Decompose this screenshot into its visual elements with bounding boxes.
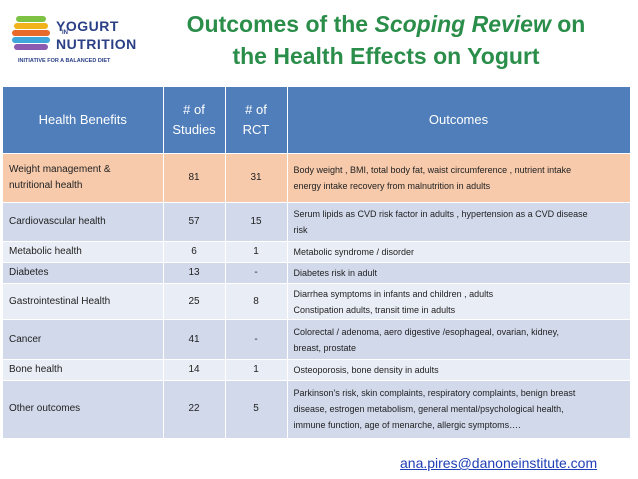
- outcome-line: breast, prostate: [293, 342, 357, 353]
- yogurt-stack-icon: [12, 16, 50, 50]
- table-row: Bone health 14 1 Osteoporosis, bone density…: [3, 359, 631, 381]
- outcomes-cell: Osteoporosis, bone density in adults: [287, 359, 631, 381]
- title-emphasis: Scoping Review: [374, 11, 551, 37]
- rct-cell: 15: [225, 202, 288, 242]
- studies-cell: 22: [163, 380, 226, 438]
- outcomes-cell: Diarrhea symptoms in infants and childre…: [287, 283, 631, 320]
- studies-cell: 81: [163, 153, 226, 203]
- outcomes-cell: Serum lipids as CVD risk factor in adult…: [287, 202, 631, 242]
- outcome-line: risk: [293, 225, 308, 235]
- outcomes-cell: Metabolic syndrome / disorder: [287, 241, 631, 263]
- logo-line-1: YOGURT: [56, 18, 119, 34]
- outcome-line: Diabetes risk in adult: [293, 268, 378, 278]
- outcome-line: Osteoporosis, bone density in adults: [293, 365, 439, 375]
- contact-email-link[interactable]: ana.pires@danoneinstitute.com: [400, 455, 598, 471]
- benefit-cell: Weight management & nutritional health: [3, 153, 164, 203]
- studies-cell: 25: [163, 283, 226, 320]
- table-header-row: Health Benefits # of Studies # of RCT Outc…: [3, 87, 631, 154]
- benefit-cell: Bone health: [3, 359, 164, 381]
- outcome-line: Diarrhea symptoms in infants and childre…: [293, 288, 494, 299]
- benefit-cell: Metabolic health: [3, 241, 164, 263]
- table-row: Other outcomes 22 5 Parkinson's risk, skin …: [3, 380, 631, 438]
- logo-line-2: IN: [62, 30, 68, 36]
- rct-cell: 1: [225, 359, 288, 381]
- benefit-cell: Cancer: [3, 319, 164, 360]
- outcomes-cell: Colorectal / adenoma, aero digestive /es…: [287, 319, 631, 360]
- studies-cell: 41: [163, 319, 226, 360]
- table-row: Weight management & nutritional health 81…: [3, 153, 631, 203]
- rct-cell: 5: [225, 380, 288, 438]
- benefit-cell: Cardiovascular health: [3, 202, 164, 242]
- rct-cell: 31: [225, 153, 288, 203]
- logo-line-3: NUTRITION: [56, 36, 137, 52]
- outcomes-cell: Diabetes risk in adult: [287, 262, 631, 284]
- studies-cell: 57: [163, 202, 226, 242]
- outcome-line: disease, estrogen metabolism, general me…: [293, 404, 564, 415]
- table-row: Cancer 41- Colorectal / adenoma, aero dige…: [3, 319, 631, 360]
- header-rct: # of RCT: [225, 87, 288, 154]
- studies-cell: 6: [163, 241, 226, 263]
- title-line-2: the Health Effects on Yogurt: [232, 43, 540, 69]
- rct-cell: 1: [225, 241, 288, 263]
- outcomes-cell: Body weight , BMI, total body fat, waist…: [287, 153, 631, 203]
- benefit-cell: Gastrointestinal Health: [3, 283, 164, 320]
- logo-tagline: INITIATIVE FOR A BALANCED DIET: [18, 58, 111, 64]
- benefit-cell: Diabetes: [3, 262, 164, 284]
- table-row: Diabetes 13- Diabetes risk in adult: [3, 262, 631, 284]
- outcomes-table: Health Benefits # of Studies # of RCT Outc…: [3, 87, 631, 438]
- benefit-cell: Other outcomes: [3, 380, 164, 438]
- header-outcomes: Outcomes: [287, 87, 631, 154]
- header-studies: # of Studies: [163, 87, 226, 154]
- outcome-line: Parkinson's risk, skin complaints, respi…: [293, 388, 576, 399]
- table-row: Cardiovascular health 57 15 Serum lipids as…: [3, 202, 631, 242]
- outcome-line: Serum lipids as CVD risk factor in adult…: [293, 209, 588, 219]
- table-row: Metabolic health 6 1 Metabolic syndrome / d…: [3, 241, 631, 263]
- title-suffix: on: [550, 11, 586, 37]
- studies-cell: 14: [163, 359, 226, 381]
- outcomes-cell: Parkinson's risk, skin complaints, respi…: [287, 380, 631, 438]
- outcome-line: Body weight , BMI, total body fat, waist…: [293, 165, 572, 175]
- rct-cell: -: [225, 319, 288, 360]
- header-health-benefits: Health Benefits: [3, 87, 164, 154]
- outcome-line: Metabolic syndrome / disorder: [293, 247, 415, 257]
- studies-cell: 13: [163, 262, 226, 284]
- table-row: Gastrointestinal Health 25 8 Diarrhea sympt…: [3, 283, 631, 320]
- outcome-line: Constipation adults, transit time in adu…: [293, 304, 456, 315]
- logo: YOGURT IN NUTRITION INITIATIVE FOR A BAL…: [8, 12, 138, 70]
- outcome-line: immune function, age of menarche, allerg…: [293, 420, 521, 431]
- rct-cell: -: [225, 262, 288, 284]
- page-title: Outcomes of the Scoping Review on the He…: [140, 8, 632, 72]
- outcome-line: Colorectal / adenoma, aero digestive /es…: [293, 326, 560, 337]
- title-prefix: Outcomes of the: [186, 11, 375, 37]
- rct-cell: 8: [225, 283, 288, 320]
- outcome-line: energy intake recovery from malnutrition…: [293, 181, 491, 191]
